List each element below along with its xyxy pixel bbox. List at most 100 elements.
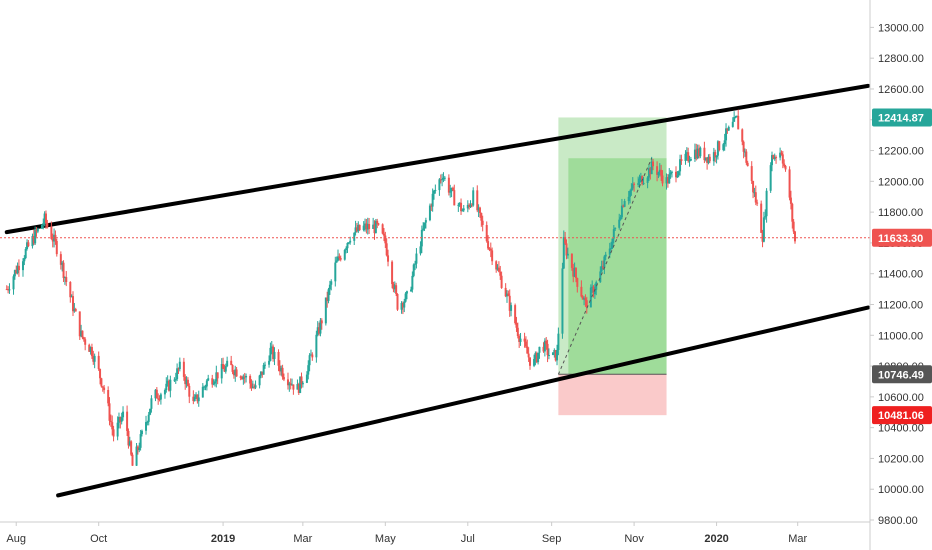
price-badge bbox=[872, 365, 932, 384]
candle-body bbox=[195, 394, 198, 398]
candle-body bbox=[319, 320, 322, 334]
candle-body bbox=[224, 366, 227, 372]
candle-body bbox=[510, 305, 513, 311]
candle-body bbox=[31, 236, 34, 247]
candle-body bbox=[53, 234, 56, 242]
candle-body bbox=[186, 379, 189, 386]
candle-body bbox=[741, 129, 744, 142]
candle-body bbox=[90, 347, 93, 357]
candle-body bbox=[373, 224, 376, 234]
candle-body bbox=[707, 156, 710, 163]
candle-body bbox=[745, 151, 748, 163]
candle-body bbox=[15, 270, 18, 274]
candle-body bbox=[670, 171, 673, 173]
candle-body bbox=[385, 243, 388, 256]
candle-body bbox=[712, 152, 715, 162]
candle-body bbox=[481, 220, 484, 226]
candle-body bbox=[36, 228, 39, 232]
candle-body bbox=[488, 248, 491, 250]
candle-body bbox=[261, 371, 264, 375]
candle-body bbox=[765, 190, 768, 217]
candle-body bbox=[92, 356, 95, 362]
candle-body bbox=[400, 303, 403, 310]
candle-body bbox=[188, 385, 191, 397]
candle-body bbox=[599, 271, 602, 283]
x-tick-label: Aug bbox=[6, 533, 26, 545]
candle-body bbox=[633, 183, 636, 185]
candle-body bbox=[327, 289, 330, 301]
candle-body bbox=[337, 256, 340, 261]
candle-body bbox=[780, 152, 783, 155]
candle-body bbox=[415, 253, 418, 264]
candle-body bbox=[527, 353, 530, 358]
candle-body bbox=[192, 396, 195, 402]
candle-body bbox=[309, 354, 312, 356]
candle-body bbox=[249, 375, 252, 384]
candle-body bbox=[551, 352, 554, 355]
candle-body bbox=[382, 233, 385, 236]
candle-body bbox=[282, 377, 285, 380]
candle-body bbox=[387, 255, 390, 262]
candle-body bbox=[101, 386, 104, 388]
candle-body bbox=[250, 383, 253, 388]
candle-body bbox=[518, 335, 521, 342]
realized-profit-zone bbox=[568, 158, 667, 375]
candle-body bbox=[584, 298, 587, 301]
candle-body bbox=[469, 204, 472, 208]
candle-body bbox=[500, 275, 503, 288]
candle-body bbox=[24, 248, 27, 258]
candle-body bbox=[497, 267, 500, 272]
candle-body bbox=[453, 190, 456, 206]
candle-body bbox=[792, 221, 795, 232]
candle-body bbox=[680, 159, 683, 161]
candle-body bbox=[495, 261, 498, 270]
candle-body bbox=[476, 190, 479, 211]
x-tick-label: Nov bbox=[624, 533, 644, 545]
candle-body bbox=[704, 157, 707, 161]
candle-body bbox=[364, 223, 367, 226]
price-badge bbox=[872, 406, 932, 425]
candle-body bbox=[623, 201, 626, 207]
candle-body bbox=[693, 149, 696, 160]
candle-body bbox=[649, 168, 652, 175]
candle-body bbox=[288, 383, 291, 386]
candle-body bbox=[789, 197, 792, 204]
candle-body bbox=[725, 128, 728, 141]
candle-body bbox=[16, 265, 19, 274]
candle-body bbox=[630, 188, 633, 191]
candle-body bbox=[688, 160, 691, 162]
candle-body bbox=[150, 398, 153, 409]
candle-body bbox=[646, 177, 649, 183]
candle-body bbox=[564, 237, 567, 244]
candle-body bbox=[157, 398, 160, 400]
candle-body bbox=[450, 187, 453, 192]
candle-body bbox=[139, 434, 142, 448]
candle-body bbox=[311, 354, 314, 358]
candle-body bbox=[534, 353, 537, 360]
candle-body bbox=[286, 379, 289, 386]
candle-body bbox=[272, 346, 275, 360]
candle-body bbox=[752, 180, 755, 193]
candle-body bbox=[291, 384, 294, 386]
candle-body bbox=[334, 262, 337, 282]
candle-body bbox=[69, 281, 72, 298]
candle-body bbox=[27, 242, 30, 247]
candle-body bbox=[592, 286, 595, 295]
candle-body bbox=[580, 286, 583, 297]
candle-body bbox=[638, 178, 641, 184]
candle-body bbox=[422, 228, 425, 230]
candle-body bbox=[695, 149, 698, 159]
candle-body bbox=[461, 210, 464, 212]
candle-body bbox=[735, 115, 738, 118]
candle-body bbox=[112, 429, 115, 437]
candle-body bbox=[196, 394, 199, 402]
candle-body bbox=[731, 121, 734, 127]
candle-body bbox=[508, 295, 511, 311]
candle-body bbox=[631, 183, 634, 189]
candle-body bbox=[491, 250, 494, 262]
candle-body bbox=[88, 344, 91, 352]
candle-body bbox=[40, 224, 43, 229]
